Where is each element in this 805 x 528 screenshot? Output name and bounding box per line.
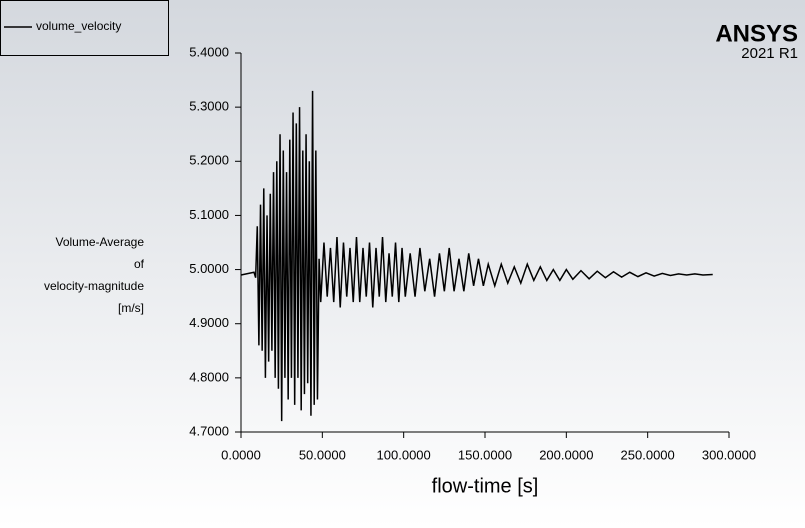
data-line bbox=[240, 90, 713, 422]
x-tick-label: 300.0000 bbox=[702, 447, 756, 462]
y-axis-label: [m/s] bbox=[118, 301, 144, 315]
legend-label: volume_velocity bbox=[36, 19, 121, 33]
legend-box bbox=[0, 0, 169, 56]
x-tick-label: 150.0000 bbox=[458, 447, 512, 462]
y-tick-label: 5.0000 bbox=[189, 261, 229, 276]
y-tick-label: 5.2000 bbox=[189, 153, 229, 168]
x-tick-label: 100.0000 bbox=[377, 447, 431, 462]
x-tick-label: 250.0000 bbox=[621, 447, 675, 462]
x-tick-label: 50.0000 bbox=[299, 447, 346, 462]
y-tick-label: 5.4000 bbox=[189, 44, 229, 59]
x-axis-label: flow-time [s] bbox=[432, 475, 539, 497]
y-axis-label: of bbox=[134, 257, 145, 271]
y-tick-label: 4.9000 bbox=[189, 315, 229, 330]
x-tick-label: 200.0000 bbox=[539, 447, 593, 462]
y-axis-label: Volume-Average bbox=[56, 235, 145, 249]
logo-version: 2021 R1 bbox=[741, 45, 798, 62]
y-tick-label: 4.8000 bbox=[189, 369, 229, 384]
y-axis-label: velocity-magnitude bbox=[44, 279, 144, 293]
x-tick-label: 0.0000 bbox=[221, 447, 261, 462]
logo: ANSYS bbox=[715, 20, 798, 47]
y-tick-label: 5.3000 bbox=[189, 99, 229, 114]
y-tick-label: 4.7000 bbox=[189, 423, 229, 438]
y-tick-label: 5.1000 bbox=[189, 207, 229, 222]
